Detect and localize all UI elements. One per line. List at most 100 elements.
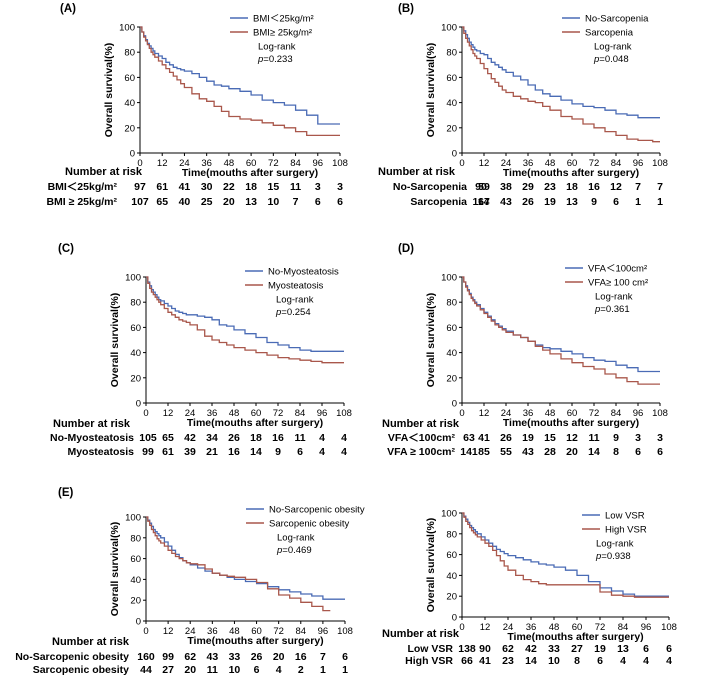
x-tick-label: 24 <box>185 626 196 637</box>
x-tick-label: 60 <box>251 626 262 637</box>
risk-count: 65 <box>162 432 174 444</box>
risk-count: 63 <box>463 432 475 444</box>
x-tick-label: 0 <box>459 408 464 419</box>
risk-count: 99 <box>162 651 174 663</box>
risk-count: 3 <box>315 181 321 193</box>
risk-count: 6 <box>635 446 641 458</box>
legend-label: No-Sarcopenia <box>585 14 649 25</box>
p-value: p=0.938 <box>595 551 631 562</box>
survival-curve-blue <box>140 26 340 125</box>
x-axis-title: Time(mouths after surgery) <box>187 635 323 647</box>
risk-count: 16 <box>228 446 240 458</box>
x-axis-title: Time(mouths after surgery) <box>503 167 639 179</box>
x-tick-label: 60 <box>567 158 578 169</box>
x-tick-label: 84 <box>295 626 306 637</box>
y-tick-label: 100 <box>119 23 135 34</box>
risk-count: 29 <box>522 181 534 193</box>
x-tick-label: 84 <box>611 408 622 419</box>
risk-count: 19 <box>594 643 606 655</box>
y-tick-label: 80 <box>446 298 457 309</box>
risk-count: 6 <box>657 446 663 458</box>
y-tick-label: 80 <box>130 533 141 544</box>
x-tick-label: 36 <box>207 408 218 419</box>
x-tick-label: 48 <box>229 626 240 637</box>
risk-count: 141 <box>460 446 478 458</box>
risk-count: 59 <box>478 181 490 193</box>
risk-count: 6 <box>613 196 619 208</box>
log-rank-label: Log-rank <box>594 42 632 53</box>
x-tick-label: 24 <box>179 158 190 169</box>
risk-row-label: Myosteatosis <box>67 446 134 458</box>
risk-count: 16 <box>272 432 284 444</box>
y-tick-label: 20 <box>446 592 457 603</box>
risk-count: 4 <box>319 432 325 444</box>
risk-count: 41 <box>479 655 491 667</box>
x-tick-label: 24 <box>501 158 512 169</box>
risk-row-label: No-Sarcopenia <box>393 181 467 193</box>
x-tick-label: 96 <box>318 626 329 637</box>
x-tick-label: 72 <box>589 408 600 419</box>
risk-count: 10 <box>229 664 241 676</box>
x-tick-label: 84 <box>611 158 622 169</box>
x-tick-label: 72 <box>273 408 284 419</box>
risk-count: 12 <box>566 432 578 444</box>
risk-count: 21 <box>206 446 218 458</box>
y-tick-label: 60 <box>446 550 457 561</box>
risk-count: 6 <box>597 655 603 667</box>
x-tick-label: 0 <box>459 158 464 169</box>
risk-count: 23 <box>544 181 556 193</box>
risk-count: 39 <box>184 446 196 458</box>
x-tick-label: 12 <box>479 158 490 169</box>
x-tick-label: 0 <box>459 622 464 633</box>
risk-count: 20 <box>223 196 235 208</box>
x-tick-label: 48 <box>549 622 560 633</box>
legend-label: High VSR <box>605 525 647 536</box>
risk-count: 65 <box>156 196 168 208</box>
risk-count: 3 <box>337 181 343 193</box>
risk-count: 4 <box>276 664 282 676</box>
risk-count: 62 <box>502 643 514 655</box>
x-tick-label: 48 <box>229 408 240 419</box>
y-tick-label: 20 <box>130 596 141 607</box>
risk-count: 4 <box>643 655 649 667</box>
legend-label: No-Sarcopenic obesity <box>269 505 365 516</box>
x-tick-label: 12 <box>479 408 490 419</box>
legend-label: Low VSR <box>605 511 645 522</box>
x-tick-label: 36 <box>526 622 537 633</box>
risk-count: 14 <box>525 655 537 667</box>
y-axis-title: Overall survival(%) <box>103 43 115 138</box>
risk-count: 99 <box>142 446 154 458</box>
risk-count: 43 <box>206 651 218 663</box>
panel-label: (E) <box>58 487 74 499</box>
risk-row-label: Sarcopenia <box>410 196 467 208</box>
risk-count: 42 <box>184 432 196 444</box>
x-tick-label: 84 <box>295 408 306 419</box>
y-axis-title: Overall survival(%) <box>109 293 121 388</box>
risk-count: 6 <box>297 446 303 458</box>
y-tick-label: 100 <box>441 23 457 34</box>
survival-curve-red <box>146 276 344 364</box>
risk-row-label: Sarcopenic obesity <box>33 664 129 676</box>
risk-row-label: VFA ≥ 100cm² <box>387 446 455 458</box>
panel-label: (A) <box>60 3 76 15</box>
y-tick-label: 100 <box>441 509 457 520</box>
y-axis-title: Overall survival(%) <box>109 522 121 617</box>
risk-count: 66 <box>461 655 473 667</box>
risk-count: 38 <box>500 181 512 193</box>
risk-count: 1 <box>342 664 348 676</box>
y-tick-label: 100 <box>441 273 457 284</box>
x-tick-label: 12 <box>157 158 168 169</box>
x-axis-title: Time(mouths after surgery) <box>187 417 323 429</box>
x-axis-title: Time(mouths after surgery) <box>507 631 643 643</box>
risk-count: 15 <box>267 181 279 193</box>
risk-count: 14 <box>588 446 600 458</box>
risk-count: 26 <box>251 651 263 663</box>
risk-count: 1 <box>320 664 326 676</box>
x-tick-label: 24 <box>503 622 514 633</box>
p-value: p=0.048 <box>593 54 629 65</box>
x-tick-label: 48 <box>545 158 556 169</box>
x-tick-label: 108 <box>337 626 353 637</box>
legend-label: Myosteatosis <box>268 281 324 292</box>
risk-count: 11 <box>294 432 305 444</box>
risk-count: 2 <box>298 664 304 676</box>
